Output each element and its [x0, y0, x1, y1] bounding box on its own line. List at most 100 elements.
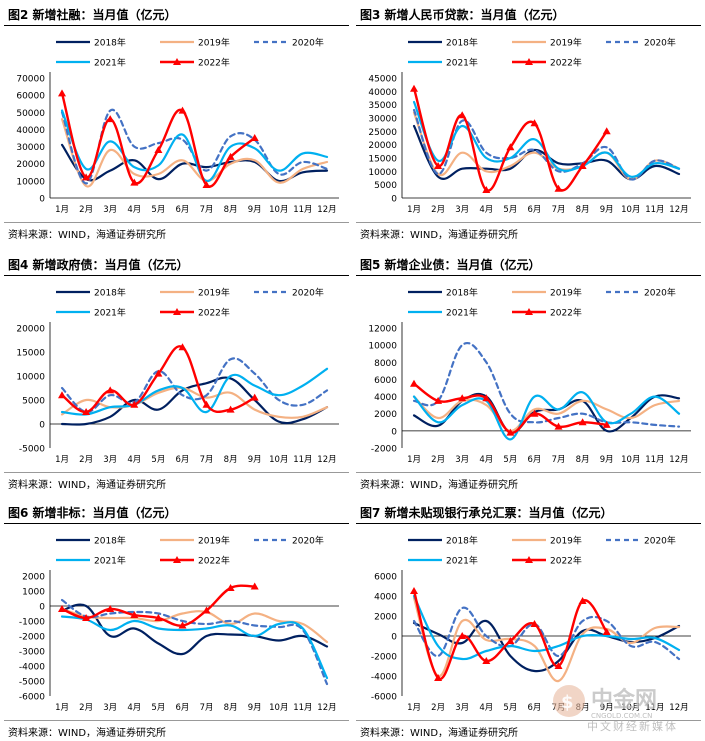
y-tick-label: 60000: [16, 92, 45, 102]
y-tick-label: 6000: [374, 573, 397, 583]
x-tick-label: 7月: [552, 455, 566, 465]
series-marker-2022: [458, 632, 467, 639]
y-tick-label: -5000: [19, 678, 45, 688]
watermark-domain: CNGOLD.COM.CN: [591, 712, 652, 720]
legend-item-2020: 2020年: [254, 37, 324, 49]
series-marker-2022: [226, 152, 235, 160]
legend-item-2018: 2018年: [408, 37, 478, 49]
series-marker-2022: [202, 181, 211, 188]
chart-svg: 2018年 2019年 2020年 2021年 2022年 0 5000 10000 15000…: [368, 37, 691, 215]
x-tick-label: 7月: [200, 703, 214, 713]
y-tick-label: 10000: [16, 177, 45, 187]
legend-item-2021: 2021年: [56, 57, 126, 69]
series-marker-2022: [154, 146, 163, 153]
legend-item-2019: 2019年: [512, 535, 582, 547]
x-tick-label: 6月: [527, 455, 541, 465]
legend-item-2021: 2021年: [408, 57, 478, 69]
x-tick-label: 10月: [621, 703, 640, 713]
series-marker-2022: [482, 657, 491, 664]
x-tick-label: 3月: [103, 455, 117, 465]
y-tick-label: 4000: [374, 393, 397, 403]
source-note: 资料来源：WIND，海通证券研究所: [360, 480, 519, 491]
y-tick-label: 2000: [374, 613, 397, 623]
x-tick-label: 10月: [621, 205, 640, 215]
x-tick-label: 4月: [127, 205, 141, 215]
x-tick-label: 2月: [79, 703, 93, 713]
chart-title: 图5 新增企业债：当月值（亿元）: [356, 254, 701, 276]
series-line-2020: [60, 357, 329, 414]
x-tick-label: 6月: [175, 455, 189, 465]
x-tick-label: 9月: [248, 205, 262, 215]
y-tick-label: -4000: [371, 673, 397, 683]
y-tick-label: 15000: [368, 155, 397, 165]
series-marker-2022: [106, 386, 115, 394]
x-tick-label: 1月: [407, 703, 421, 713]
series-marker-2022: [154, 614, 163, 621]
series-marker-2022: [130, 178, 139, 186]
series-line-2019: [412, 596, 681, 683]
chart-svg: 2018年 2019年 2020年 2021年 2022年 -6000 -5000 -4000…: [19, 535, 339, 713]
x-tick-label: 3月: [103, 703, 117, 713]
series-marker-2022: [554, 184, 563, 192]
chart-panel-fig3: 图3 新增人民币贷款：当月值（亿元） 资料来源：WIND，海通证券研究所 2018年…: [356, 4, 701, 242]
x-tick-label: 12月: [669, 703, 688, 713]
source-note: 资料来源：WIND，海通证券研究所: [360, 230, 519, 241]
y-tick-label: 10000: [368, 168, 397, 178]
series-marker-2022: [410, 84, 418, 92]
legend-marker: [173, 58, 181, 65]
legend-item-2018: 2018年: [408, 287, 478, 299]
chart-panel-fig4: 图4 新增政府债：当月值（亿元） 资料来源：WIND，海通证券研究所 2018年 20…: [4, 254, 349, 492]
y-tick-label: 5000: [22, 397, 45, 407]
watermark: $ 中金网 CNGOLD.COM.CN 中文财经新媒体: [547, 673, 697, 733]
y-tick-label: -1000: [19, 618, 45, 628]
y-tick-label: 40000: [16, 126, 45, 136]
x-tick-label: 6月: [175, 205, 189, 215]
y-tick-label: 30000: [368, 115, 397, 125]
y-tick-label: 0: [39, 421, 45, 431]
chart-title: 图4 新增政府债：当月值（亿元）: [4, 254, 349, 276]
source-divider: [4, 720, 349, 721]
legend-label: 2018年: [446, 37, 478, 49]
x-tick-label: 1月: [55, 455, 69, 465]
legend-label: 2019年: [198, 287, 230, 299]
y-tick-label: 20000: [16, 160, 45, 170]
source-divider: [356, 222, 701, 223]
legend-label: 2021年: [446, 307, 478, 319]
legend-item-2021: 2021年: [408, 307, 478, 319]
x-tick-label: 9月: [248, 703, 262, 713]
legend-label: 2021年: [94, 555, 126, 567]
series-marker-2022: [202, 400, 211, 408]
legend-item-2022: 2022年: [160, 307, 230, 319]
x-tick-label: 3月: [455, 703, 469, 713]
legend-item-2019: 2019年: [160, 287, 230, 299]
series-marker-2022: [130, 611, 139, 618]
y-tick-label: 15000: [16, 349, 45, 359]
y-tick-label: -6000: [371, 693, 397, 703]
y-tick-label: 0: [39, 195, 45, 205]
y-tick-label: 40000: [368, 88, 397, 98]
x-tick-label: 8月: [224, 455, 238, 465]
series-line-2020: [60, 598, 329, 686]
series-marker-2022: [554, 662, 563, 669]
x-tick-label: 11月: [645, 455, 664, 465]
y-tick-label: 30000: [16, 143, 45, 153]
source-divider: [4, 472, 349, 473]
chart-svg: 2018年 2019年 2020年 2021年 2022年 -5000 0 5000 10000…: [16, 287, 339, 465]
y-tick-label: 20000: [16, 325, 45, 335]
legend-label: 2022年: [198, 555, 230, 567]
legend-item-2018: 2018年: [408, 535, 478, 547]
x-tick-label: 11月: [293, 703, 312, 713]
x-tick-label: 3月: [103, 205, 117, 215]
series-line-2018: [60, 143, 329, 183]
x-tick-label: 4月: [127, 455, 141, 465]
series-line-2019: [412, 111, 681, 181]
series-marker-2022: [106, 115, 115, 123]
series-marker-2022: [178, 343, 187, 351]
series-marker-2022: [554, 422, 563, 430]
series-marker-2022: [106, 605, 115, 612]
legend-label: 2020年: [292, 37, 324, 49]
x-tick-label: 10月: [269, 703, 288, 713]
x-tick-label: 1月: [55, 703, 69, 713]
y-tick-label: -2000: [371, 445, 397, 455]
chart-panel-fig5: 图5 新增企业债：当月值（亿元） 资料来源：WIND，海通证券研究所 2018年 20…: [356, 254, 701, 492]
